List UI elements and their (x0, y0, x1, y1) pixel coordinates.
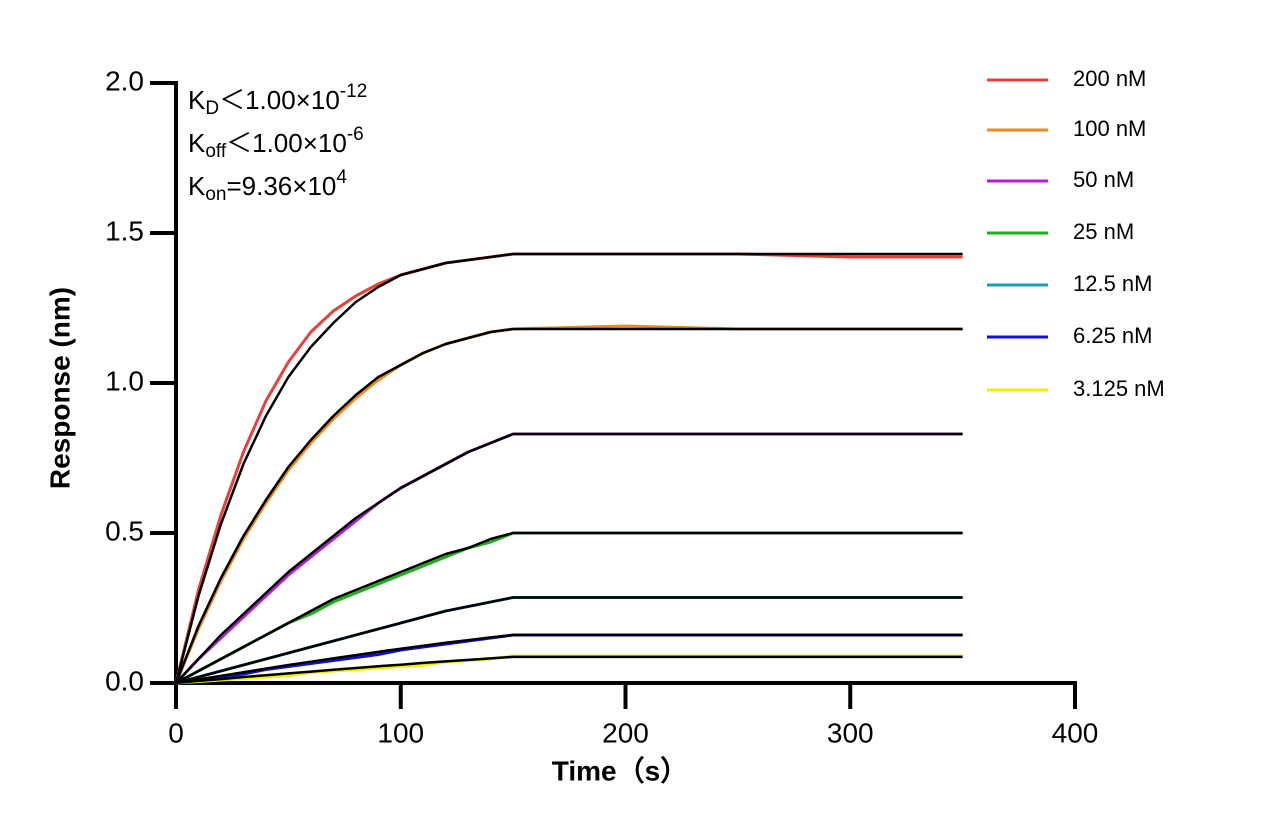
annotation-sub: on (205, 184, 226, 205)
series-line (175, 633, 963, 685)
x-tick-label: 100 (377, 717, 424, 748)
y-axis-title: Response (nm) (44, 287, 75, 489)
annotation-sup: -12 (340, 81, 367, 102)
legend-label: 3.125 nM (1073, 376, 1165, 401)
annotation-sub: off (205, 141, 227, 162)
x-tick-label: 200 (602, 717, 649, 748)
annotation-k: K (188, 85, 206, 115)
annotation-k: K (188, 171, 206, 201)
series-line (175, 531, 963, 685)
x-tick-label: 400 (1052, 717, 1099, 748)
y-tick-label: 1.5 (105, 215, 144, 246)
series-line (175, 596, 963, 685)
x-tick-label: 0 (168, 717, 184, 748)
legend-label: 6.25 nM (1073, 323, 1153, 348)
series-line (174, 324, 963, 684)
legend-label: 50 nM (1073, 167, 1134, 192)
annotation: Kon=9.36×104 (188, 167, 347, 205)
y-tick-label: 0.5 (105, 515, 144, 546)
series-line (175, 596, 963, 685)
series-line (174, 252, 963, 684)
legend-label: 100 nM (1073, 116, 1146, 141)
legend-label: 200 nM (1073, 66, 1146, 91)
annotation-sub: D (205, 98, 219, 119)
annotation-rel: ＜1.00×10 (226, 128, 347, 158)
annotation: KD＜1.00×10-12 (188, 81, 367, 119)
x-axis-title: Time（s） (552, 754, 688, 786)
annotation-k: K (188, 128, 206, 158)
annotation-sup: -6 (347, 124, 364, 145)
y-tick-label: 2.0 (105, 65, 144, 96)
y-tick-label: 0.0 (105, 665, 144, 696)
annotation-sup: 4 (336, 167, 347, 188)
series-line (174, 327, 963, 684)
x-tick-label: 300 (827, 717, 874, 748)
legend-label: 12.5 nM (1073, 271, 1153, 296)
y-tick-label: 1.0 (105, 365, 144, 396)
annotation-rel: ＜1.00×10 (219, 85, 340, 115)
legend-label: 25 nM (1073, 219, 1134, 244)
series-line (175, 654, 963, 685)
series-line (175, 655, 963, 685)
series-line (175, 432, 963, 684)
annotation: Koff＜1.00×10-6 (188, 124, 364, 162)
annotation-rel: =9.36×10 (226, 171, 336, 201)
series-line (175, 531, 963, 685)
series-line (174, 432, 963, 685)
